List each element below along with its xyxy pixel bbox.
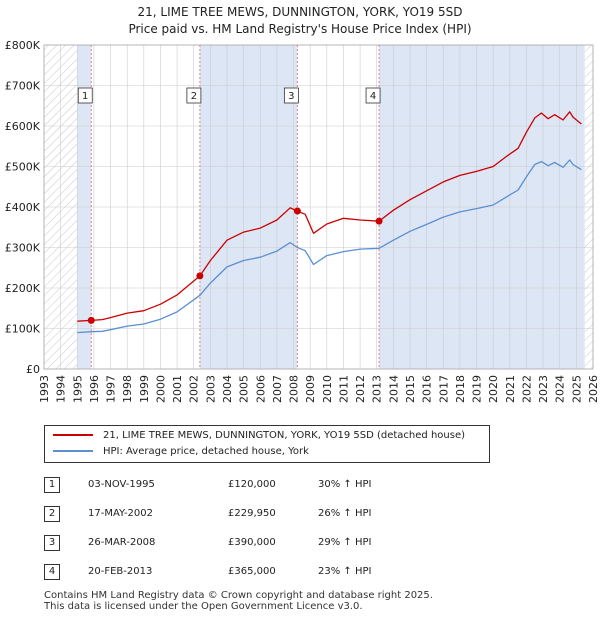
y-tick-label: £700K <box>5 80 41 93</box>
sale-date: 03-NOV-1995 <box>88 479 155 490</box>
x-tick-label: 1996 <box>88 375 101 403</box>
sale-label-number: 3 <box>288 91 294 102</box>
sale-number-badge: 1 <box>44 476 60 493</box>
footer-attribution: Contains HM Land Registry data © Crown c… <box>44 590 433 612</box>
price-chart: £0 £100K £200K £300K £400K £500K £600K £700K £80… <box>5 39 600 403</box>
x-tick-label: 2006 <box>254 375 267 403</box>
x-tick-label: 2005 <box>238 375 251 403</box>
x-tick-label: 2019 <box>471 375 484 403</box>
legend-swatch-property <box>53 434 93 436</box>
series-line-hpi <box>77 159 582 334</box>
sale-number-badge: 2 <box>44 505 60 522</box>
x-tick-label: 2015 <box>404 375 417 403</box>
sale-label-box <box>186 87 202 104</box>
x-tick-label: 2010 <box>321 375 334 403</box>
sale-price: £229,950 <box>228 508 276 519</box>
sale-point <box>196 272 204 280</box>
table-row: 4 20-FEB-2013 £365,000 23% ↑ HPI <box>44 557 371 586</box>
x-tick-label: 2023 <box>537 375 550 403</box>
y-tick-label: £500K <box>5 161 41 174</box>
x-tick-label: 2014 <box>387 375 400 403</box>
footer-line-1: Contains HM Land Registry data © Crown c… <box>44 590 433 601</box>
sale-hpi-diff: 23% ↑ HPI <box>318 566 372 577</box>
sale-number-badge: 3 <box>44 534 60 551</box>
sale-price: £390,000 <box>228 537 276 548</box>
x-tick-label: 2020 <box>487 375 500 403</box>
sale-price: £365,000 <box>228 566 276 577</box>
legend-label-hpi: HPI: Average price, detached house, York <box>103 446 309 457</box>
legend-item-hpi: HPI: Average price, detached house, York <box>53 445 309 459</box>
y-tick-label: £800K <box>5 39 41 52</box>
legend-item-property: 21, LIME TREE MEWS, DUNNINGTON, YORK, YO… <box>53 429 465 443</box>
x-tick-label: 2013 <box>371 375 384 403</box>
x-tick-label: 2004 <box>221 375 234 403</box>
table-row: 1 03-NOV-1995 £120,000 30% ↑ HPI <box>44 470 371 499</box>
sale-price: £120,000 <box>228 479 276 490</box>
sale-hpi-diff: 26% ↑ HPI <box>318 508 372 519</box>
chart-legend: 21, LIME TREE MEWS, DUNNINGTON, YORK, YO… <box>44 425 490 463</box>
footer-line-2: This data is licensed under the Open Gov… <box>44 601 363 612</box>
legend-swatch-hpi <box>53 450 93 452</box>
x-tick-label: 2012 <box>354 375 367 403</box>
table-row: 2 17-MAY-2002 £229,950 26% ↑ HPI <box>44 499 371 528</box>
x-tick-label: 2026 <box>587 375 600 403</box>
plot-border <box>43 44 594 370</box>
x-tick-label: 1994 <box>55 375 68 403</box>
sale-hpi-diff: 30% ↑ HPI <box>318 479 372 490</box>
x-tick-label: 2024 <box>554 375 567 403</box>
chart-subtitle: Price paid vs. HM Land Registry's House … <box>128 22 472 36</box>
x-tick-label: 2021 <box>504 375 517 403</box>
sale-date: 26-MAR-2008 <box>88 537 156 548</box>
x-tick-label: 2008 <box>288 375 301 403</box>
sale-label-box <box>77 87 93 104</box>
legend-label-property: 21, LIME TREE MEWS, DUNNINGTON, YORK, YO… <box>103 430 466 441</box>
sales-table: 1 03-NOV-1995 £120,000 30% ↑ HPI 2 17-MA… <box>44 470 371 586</box>
series-line-property <box>77 111 582 322</box>
sale-label-box <box>283 87 299 104</box>
sale-number-badge: 4 <box>44 563 60 580</box>
x-tick-label: 1998 <box>121 375 134 403</box>
x-tick-label: 2016 <box>421 375 434 403</box>
x-tick-label: 2002 <box>188 375 201 403</box>
x-tick-label: 2003 <box>204 375 217 403</box>
x-tick-label: 1997 <box>105 375 118 403</box>
table-row: 3 26-MAR-2008 £390,000 29% ↑ HPI <box>44 528 371 557</box>
x-tick-label: 1993 <box>38 375 51 403</box>
sale-label-number: 4 <box>370 91 376 102</box>
x-tick-label: 2025 <box>570 375 583 403</box>
x-tick-label: 2018 <box>454 375 467 403</box>
x-tick-label: 2022 <box>520 375 533 403</box>
y-tick-label: £400K <box>5 201 41 214</box>
sale-date: 17-MAY-2002 <box>88 508 154 519</box>
sale-point <box>293 207 301 215</box>
x-tick-label: 2007 <box>271 375 284 403</box>
x-tick-label: 1999 <box>138 375 151 403</box>
sale-label-box <box>365 87 381 104</box>
y-tick-label: £300K <box>5 242 41 255</box>
y-tick-label: £200K <box>5 282 41 295</box>
sale-hpi-diff: 29% ↑ HPI <box>318 537 372 548</box>
x-tick-label: 2011 <box>337 375 350 403</box>
x-tick-label: 2001 <box>171 375 184 403</box>
sale-label-number: 2 <box>191 91 197 102</box>
sale-date: 20-FEB-2013 <box>88 566 153 577</box>
chart-title: 21, LIME TREE MEWS, DUNNINGTON, YORK, YO… <box>137 5 463 19</box>
x-tick-label: 1995 <box>71 375 84 403</box>
sale-point <box>87 316 95 324</box>
x-tick-label: 2017 <box>437 375 450 403</box>
y-tick-label: £0 <box>26 363 40 376</box>
y-tick-label: £600K <box>5 120 41 133</box>
x-tick-label: 2009 <box>304 375 317 403</box>
sale-point <box>375 217 383 225</box>
sale-label-number: 1 <box>82 91 88 102</box>
y-tick-label: £100K <box>5 323 41 336</box>
x-tick-label: 2000 <box>154 375 167 403</box>
